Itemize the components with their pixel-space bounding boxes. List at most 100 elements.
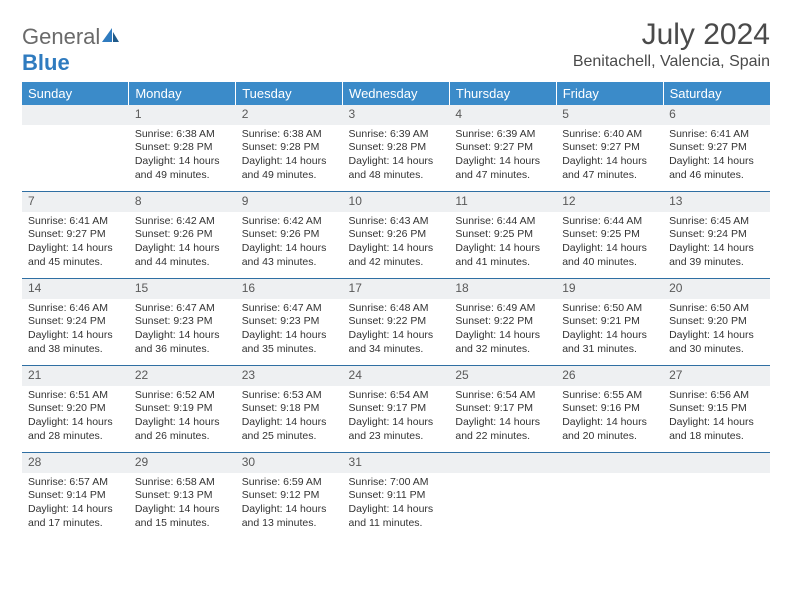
calendar-day-cell: 18Sunrise: 6:49 AMSunset: 9:22 PMDayligh… [449,279,556,366]
day-detail-line: and 41 minutes. [455,256,550,270]
day-detail-line: and 22 minutes. [455,430,550,444]
day-detail-line: Sunrise: 6:59 AM [242,476,337,490]
day-detail-line: Sunset: 9:28 PM [135,141,230,155]
day-details: Sunrise: 6:55 AMSunset: 9:16 PMDaylight:… [556,386,663,448]
day-details: Sunrise: 6:38 AMSunset: 9:28 PMDaylight:… [129,125,236,187]
calendar-day-cell: 28Sunrise: 6:57 AMSunset: 9:14 PMDayligh… [22,453,129,540]
day-details: Sunrise: 6:56 AMSunset: 9:15 PMDaylight:… [663,386,770,448]
day-number: 23 [236,366,343,386]
day-detail-line: Sunset: 9:12 PM [242,489,337,503]
day-detail-line: and 49 minutes. [135,169,230,183]
day-detail-line: Sunset: 9:26 PM [135,228,230,242]
calendar-header-row: SundayMondayTuesdayWednesdayThursdayFrid… [22,82,770,105]
day-number: 17 [343,279,450,299]
day-details: Sunrise: 6:53 AMSunset: 9:18 PMDaylight:… [236,386,343,448]
day-number: 4 [449,105,556,125]
day-detail-line: Sunset: 9:27 PM [28,228,123,242]
day-detail-line: and 47 minutes. [455,169,550,183]
day-detail-line: Sunset: 9:22 PM [455,315,550,329]
day-detail-line: Sunrise: 6:52 AM [135,389,230,403]
day-detail-line: and 25 minutes. [242,430,337,444]
day-detail-line: and 43 minutes. [242,256,337,270]
day-number: 1 [129,105,236,125]
day-detail-line: Sunset: 9:26 PM [349,228,444,242]
day-detail-line: and 11 minutes. [349,517,444,531]
page-header: GeneralBlue July 2024 Benitachell, Valen… [22,18,770,76]
calendar-week-row: 21Sunrise: 6:51 AMSunset: 9:20 PMDayligh… [22,366,770,453]
day-detail-line: and 31 minutes. [562,343,657,357]
day-detail-line: Daylight: 14 hours [28,329,123,343]
calendar-week-row: 7Sunrise: 6:41 AMSunset: 9:27 PMDaylight… [22,192,770,279]
weekday-header: Wednesday [343,82,450,105]
brand-part1: General [22,24,100,49]
day-detail-line: Daylight: 14 hours [28,503,123,517]
calendar-page: GeneralBlue July 2024 Benitachell, Valen… [0,0,792,539]
calendar-day-cell: 22Sunrise: 6:52 AMSunset: 9:19 PMDayligh… [129,366,236,453]
calendar-day-cell: 20Sunrise: 6:50 AMSunset: 9:20 PMDayligh… [663,279,770,366]
day-detail-line: Sunset: 9:19 PM [135,402,230,416]
day-detail-line: and 35 minutes. [242,343,337,357]
day-detail-line: Sunset: 9:14 PM [28,489,123,503]
calendar-day-cell: 15Sunrise: 6:47 AMSunset: 9:23 PMDayligh… [129,279,236,366]
day-detail-line: Sunset: 9:28 PM [242,141,337,155]
day-number: 20 [663,279,770,299]
weekday-header: Friday [556,82,663,105]
day-detail-line: Sunset: 9:27 PM [669,141,764,155]
day-detail-line: Sunrise: 6:50 AM [562,302,657,316]
day-number: 10 [343,192,450,212]
day-details: Sunrise: 6:41 AMSunset: 9:27 PMDaylight:… [22,212,129,274]
brand-part2: Blue [22,50,70,75]
day-detail-line: and 28 minutes. [28,430,123,444]
day-detail-line: Sunrise: 6:54 AM [455,389,550,403]
calendar-day-cell: 30Sunrise: 6:59 AMSunset: 9:12 PMDayligh… [236,453,343,540]
day-number [556,453,663,473]
brand-logo: GeneralBlue [22,18,120,76]
day-details: Sunrise: 6:45 AMSunset: 9:24 PMDaylight:… [663,212,770,274]
day-detail-line: Sunset: 9:24 PM [669,228,764,242]
weekday-header: Thursday [449,82,556,105]
day-detail-line: Sunset: 9:20 PM [28,402,123,416]
calendar-day-cell: 10Sunrise: 6:43 AMSunset: 9:26 PMDayligh… [343,192,450,279]
day-detail-line: and 44 minutes. [135,256,230,270]
day-detail-line: Daylight: 14 hours [349,503,444,517]
day-detail-line: and 34 minutes. [349,343,444,357]
day-detail-line: Sunset: 9:22 PM [349,315,444,329]
day-details: Sunrise: 6:41 AMSunset: 9:27 PMDaylight:… [663,125,770,187]
day-details: Sunrise: 6:54 AMSunset: 9:17 PMDaylight:… [343,386,450,448]
day-detail-line: Sunrise: 6:47 AM [135,302,230,316]
day-detail-line: Sunset: 9:28 PM [349,141,444,155]
day-details: Sunrise: 6:47 AMSunset: 9:23 PMDaylight:… [129,299,236,361]
day-detail-line: and 42 minutes. [349,256,444,270]
day-detail-line: Sunrise: 6:38 AM [242,128,337,142]
day-detail-line: Sunrise: 6:41 AM [669,128,764,142]
day-number: 19 [556,279,663,299]
calendar-week-row: 28Sunrise: 6:57 AMSunset: 9:14 PMDayligh… [22,453,770,540]
day-detail-line: Daylight: 14 hours [28,416,123,430]
day-details: Sunrise: 6:39 AMSunset: 9:27 PMDaylight:… [449,125,556,187]
day-details: Sunrise: 6:47 AMSunset: 9:23 PMDaylight:… [236,299,343,361]
day-details: Sunrise: 6:52 AMSunset: 9:19 PMDaylight:… [129,386,236,448]
calendar-day-cell: 25Sunrise: 6:54 AMSunset: 9:17 PMDayligh… [449,366,556,453]
day-detail-line: Sunrise: 6:41 AM [28,215,123,229]
calendar-day-cell: 5Sunrise: 6:40 AMSunset: 9:27 PMDaylight… [556,105,663,192]
day-detail-line: Sunrise: 6:57 AM [28,476,123,490]
calendar-day-cell: 2Sunrise: 6:38 AMSunset: 9:28 PMDaylight… [236,105,343,192]
day-detail-line: Daylight: 14 hours [28,242,123,256]
day-number: 2 [236,105,343,125]
calendar-day-cell: 9Sunrise: 6:42 AMSunset: 9:26 PMDaylight… [236,192,343,279]
day-details: Sunrise: 6:50 AMSunset: 9:21 PMDaylight:… [556,299,663,361]
day-number: 16 [236,279,343,299]
day-detail-line: and 30 minutes. [669,343,764,357]
day-details: Sunrise: 6:46 AMSunset: 9:24 PMDaylight:… [22,299,129,361]
calendar-week-row: 1Sunrise: 6:38 AMSunset: 9:28 PMDaylight… [22,105,770,192]
day-detail-line: Sunset: 9:23 PM [242,315,337,329]
day-detail-line: and 23 minutes. [349,430,444,444]
day-number [449,453,556,473]
day-detail-line: Daylight: 14 hours [349,416,444,430]
day-detail-line: Daylight: 14 hours [135,416,230,430]
day-number: 31 [343,453,450,473]
day-details: Sunrise: 6:57 AMSunset: 9:14 PMDaylight:… [22,473,129,535]
day-number: 30 [236,453,343,473]
day-number: 8 [129,192,236,212]
calendar-day-cell: 12Sunrise: 6:44 AMSunset: 9:25 PMDayligh… [556,192,663,279]
